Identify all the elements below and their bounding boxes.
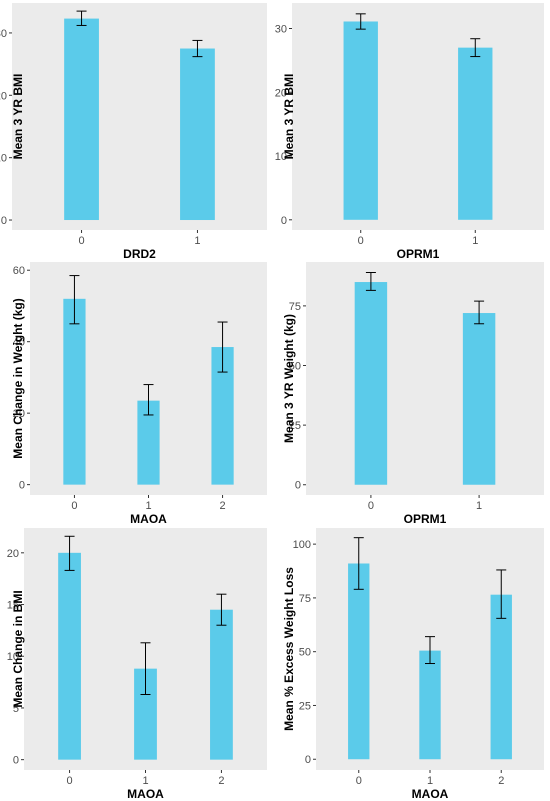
y-axis-title: Mean 3 YR Weight (kg) <box>282 314 296 443</box>
bar-1 <box>419 650 441 760</box>
x-axis-title: MAOA <box>412 787 449 801</box>
bar-1 <box>137 400 160 485</box>
y-tick-label: 20 <box>275 87 287 99</box>
y-tick-label: 5 <box>13 703 19 715</box>
y-tick-label: 10 <box>275 151 287 163</box>
y-tick-label: 25 <box>289 420 301 432</box>
y-tick-label: 30 <box>0 28 7 40</box>
y-tick-label: 10 <box>7 651 19 663</box>
chart-panel-2: 0 10 20 30 0 1 OPRM1 Mean 3 YR BMI <box>275 3 544 261</box>
y-axis-title: Mean 3 YR BMI <box>282 74 296 160</box>
bar-2 <box>210 609 233 760</box>
y-tick-label: 0 <box>281 215 287 227</box>
chart-panel-3: 0 20 40 60 0 1 2 MAOA Mean Change in Weight (kg) <box>11 262 267 526</box>
y-tick-label: 20 <box>0 90 7 102</box>
bar-2 <box>490 594 512 760</box>
chart-panel-4: 0 25 50 75 0 1 OPRM1 Mean 3 YR Weight (kg) <box>282 262 544 526</box>
x-tick-label: 1 <box>194 235 200 247</box>
y-tick-label: 50 <box>299 647 311 659</box>
y-tick-label: 20 <box>7 548 19 560</box>
bar-0 <box>348 563 370 760</box>
x-axis-title: OPRM1 <box>397 247 440 261</box>
chart-panel-1: 0 10 20 30 0 1 DRD2 Mean 3 YR BMI <box>0 3 267 261</box>
x-axis-title: OPRM1 <box>404 512 447 526</box>
x-tick-label: 2 <box>498 775 504 787</box>
x-tick-label: 1 <box>142 775 148 787</box>
bar-2 <box>211 347 234 485</box>
bar-0 <box>343 21 378 220</box>
bar-0 <box>63 298 86 485</box>
bar-1 <box>458 47 493 220</box>
x-tick-label: 1 <box>472 235 478 247</box>
bar-0 <box>64 18 99 221</box>
y-tick-label: 0 <box>19 480 25 492</box>
y-tick-label: 0 <box>305 754 311 766</box>
bar-1 <box>134 668 157 760</box>
chart-panel-5: 0 5 10 15 20 0 1 2 MAOA Mean Change in BMI <box>7 528 267 801</box>
x-tick-label: 0 <box>67 775 73 787</box>
x-tick-label: 0 <box>71 500 77 512</box>
y-axis-title: Mean % Excess Weight Loss <box>282 567 296 731</box>
bar-0 <box>354 282 388 485</box>
y-axis-title: Mean Change in BMI <box>11 590 25 707</box>
plot-panel-background <box>292 3 544 230</box>
y-tick-label: 40 <box>13 337 25 349</box>
y-tick-label: 15 <box>7 600 19 612</box>
y-tick-label: 100 <box>293 539 311 551</box>
y-tick-label: 25 <box>299 700 311 712</box>
y-axis-title: Mean Change in Weight (kg) <box>11 298 25 458</box>
y-tick-label: 10 <box>0 153 7 165</box>
x-tick-label: 1 <box>427 775 433 787</box>
x-axis-title: MAOA <box>127 787 164 801</box>
y-tick-label: 30 <box>275 24 287 36</box>
y-tick-label: 75 <box>299 593 311 605</box>
y-tick-label: 0 <box>1 215 7 227</box>
y-axis-title: Mean 3 YR BMI <box>11 74 25 160</box>
x-tick-label: 2 <box>220 500 226 512</box>
bar-1 <box>180 48 215 221</box>
plot-panel-background <box>12 3 267 230</box>
x-tick-label: 0 <box>368 500 374 512</box>
x-tick-label: 0 <box>78 235 84 247</box>
x-tick-label: 2 <box>218 775 224 787</box>
x-tick-label: 1 <box>476 500 482 512</box>
y-tick-label: 50 <box>289 361 301 373</box>
bar-1 <box>462 313 496 485</box>
y-tick-label: 0 <box>295 480 301 492</box>
y-tick-label: 0 <box>13 755 19 767</box>
bar-0 <box>58 552 81 760</box>
y-tick-label: 20 <box>13 408 25 420</box>
x-tick-label: 1 <box>145 500 151 512</box>
x-tick-label: 0 <box>356 775 362 787</box>
x-tick-label: 0 <box>358 235 364 247</box>
chart-panel-6: 0 25 50 75 100 0 1 2 MAOA Mean % Excess Weight Lo… <box>282 528 544 801</box>
y-tick-label: 75 <box>289 301 301 313</box>
x-axis-title: DRD2 <box>123 247 156 261</box>
plot-panel-background <box>306 262 544 495</box>
x-axis-title: MAOA <box>130 512 167 526</box>
y-tick-label: 60 <box>13 265 25 277</box>
